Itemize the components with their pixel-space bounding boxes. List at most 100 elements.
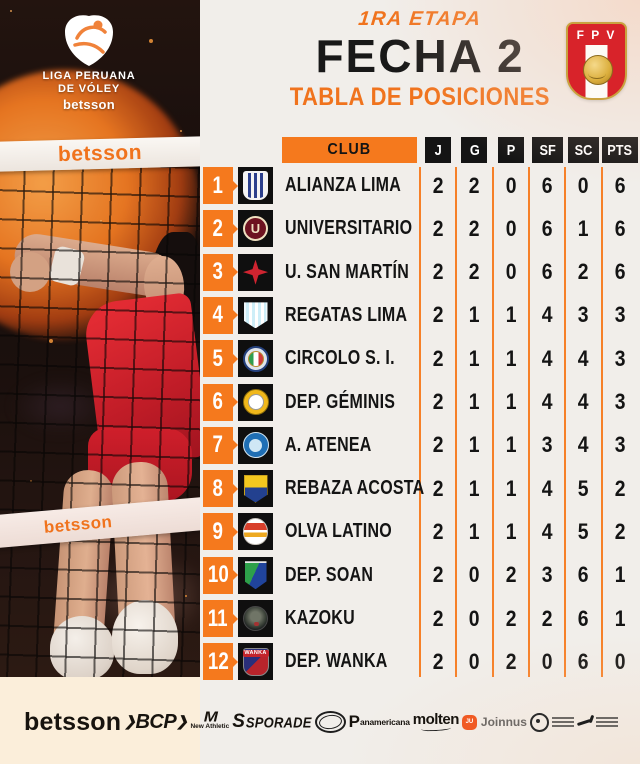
page-header: 1RA ETAPA FECHA 2 TABLA DE POSICIONES	[200, 0, 640, 135]
stat-value: 0	[469, 605, 480, 631]
rank-number: 11	[208, 604, 228, 632]
ipd-text-line	[595, 717, 618, 719]
stat-value: 1	[469, 518, 480, 544]
team-logo-box	[238, 167, 273, 204]
column-divider	[564, 167, 567, 677]
stat-value: 2	[432, 562, 444, 588]
team-name: DEP. GÉMINIS	[285, 384, 423, 421]
stat-value: 6	[541, 259, 553, 285]
team-name-text: DEP. GÉMINIS	[285, 390, 396, 413]
table-row: 6 DEP. GÉMINIS 2 1 1 4 4 3	[203, 383, 639, 421]
team-logo-wanka: WANKA	[242, 647, 269, 676]
stat-j: 2	[420, 340, 456, 377]
team-logo-regatas	[243, 302, 268, 329]
team-logo-box	[238, 253, 273, 291]
fpv-federation-logo: F P V	[566, 22, 627, 100]
table-row: 10 DEP. SOAN 2 0 2 3 6 1	[203, 556, 639, 594]
team-logo-box	[238, 340, 273, 378]
team-logo-box	[238, 600, 273, 637]
team-name: OLVA LATINO	[285, 513, 419, 550]
team-logo-olva	[243, 518, 268, 546]
stat-value: 6	[541, 215, 553, 241]
stat-value: 2	[432, 432, 444, 458]
team-logo-geminis	[242, 389, 269, 415]
table-row: 1 ALIANZA LIMA 2 2 0 6 0 6	[203, 167, 639, 204]
standings-table: CLUB J G P SF SC PTS 1 ALIANZA LIMA 2 2 0 6 0 6 2 U UNIV…	[203, 137, 639, 681]
team-logo-atenea	[242, 432, 269, 459]
stat-column-header-sf: SF	[531, 137, 563, 163]
stat-j: 2	[420, 210, 456, 247]
stat-value: 2	[432, 215, 444, 241]
column-divider	[491, 167, 494, 677]
team-logo-san-martin	[243, 259, 268, 285]
stat-header-label: G	[469, 141, 480, 159]
stat-g: 2	[456, 167, 492, 204]
table-row: 12 WANKA DEP. WANKA 2 0 2 0 6 0	[203, 643, 639, 681]
stat-sc: 5	[565, 470, 601, 507]
team-logo-alianza-lima	[243, 171, 268, 200]
seal-text-line	[551, 717, 574, 719]
new-athletic-label: New Athletic	[190, 723, 230, 730]
rank-number: 2	[212, 214, 224, 242]
rank-number: 12	[207, 647, 229, 675]
team-name: ALIANZA LIMA	[285, 167, 430, 204]
rank-badge: 3	[203, 253, 233, 291]
stat-value: 3	[614, 432, 626, 458]
stat-g: 2	[456, 254, 492, 291]
stat-sc: 4	[565, 340, 601, 377]
stat-p: 1	[493, 470, 529, 507]
table-row: 11 KAZOKU 2 0 2 2 6 1	[203, 600, 639, 637]
team-name: KAZOKU	[285, 600, 372, 637]
rank-number: 5	[212, 344, 224, 372]
team-name: REGATAS LIMA	[285, 297, 438, 334]
stat-value: 2	[432, 648, 444, 674]
team-name: DEP. WANKA	[285, 643, 413, 680]
stat-sc: 6	[565, 600, 601, 637]
ipd-text-line	[595, 721, 618, 723]
stat-sf: 4	[529, 297, 565, 334]
stat-value: 1	[469, 345, 480, 371]
stat-value: 6	[578, 562, 589, 588]
team-name: DEP. SOAN	[285, 557, 395, 594]
stat-sf: 4	[529, 470, 565, 507]
stat-p: 2	[493, 557, 529, 594]
stat-j: 2	[420, 557, 456, 594]
stat-value: 1	[505, 518, 517, 544]
stat-value: 3	[541, 432, 553, 458]
stat-sf: 6	[529, 210, 565, 247]
rank-number: 8	[212, 474, 224, 502]
stat-j: 2	[420, 254, 456, 291]
rank-number: 6	[212, 388, 224, 415]
league-logo-sponsor: betsson	[63, 97, 115, 112]
sponsor-regional-seal-logo	[529, 712, 574, 732]
stat-value: 4	[578, 389, 589, 414]
team-logo-text: U	[250, 221, 261, 237]
stat-value: 4	[578, 432, 589, 458]
stat-pts: 3	[602, 427, 638, 464]
column-divider	[600, 167, 603, 677]
team-name-text: U. SAN MARTÍN	[285, 260, 410, 283]
stat-p: 1	[493, 513, 529, 550]
column-divider	[455, 167, 458, 677]
stat-sf: 4	[529, 340, 565, 377]
stat-header-label: PTS	[607, 141, 633, 159]
stat-sc: 5	[565, 513, 601, 550]
stat-j: 2	[420, 513, 456, 550]
fpv-letters-band: F P V	[568, 24, 625, 45]
stat-p: 1	[493, 384, 529, 421]
stat-value: 2	[432, 605, 444, 631]
column-divider	[419, 167, 421, 677]
sponsor-oval-badge-logo	[314, 711, 346, 733]
rank-badge: 2	[203, 210, 233, 248]
stat-value: 0	[469, 562, 480, 588]
rank-badge: 5	[203, 340, 233, 378]
stat-value: 0	[505, 172, 517, 198]
team-logo-text: WANKA	[242, 649, 269, 657]
stat-pts: 3	[602, 340, 638, 377]
team-name: REBAZA ACOSTA	[285, 470, 459, 507]
net-banner-top: betsson	[0, 136, 200, 172]
league-logo-line1: LIGA PERUANA	[42, 70, 136, 82]
stat-value: 1	[614, 562, 626, 588]
stat-value: 4	[541, 475, 553, 501]
